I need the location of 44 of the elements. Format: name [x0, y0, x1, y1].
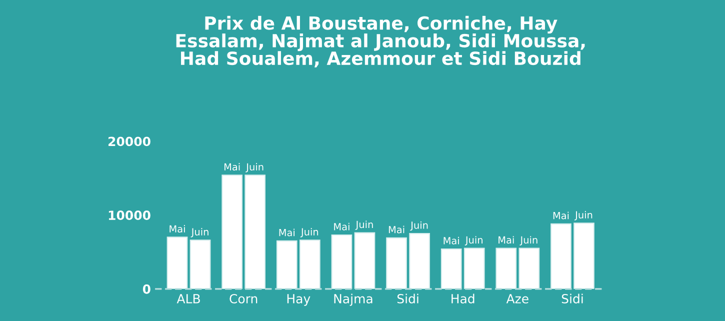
x-tick-label: Had — [452, 294, 474, 304]
text: Mai — [388, 226, 404, 234]
bar — [299, 240, 320, 289]
text: Juin — [410, 221, 428, 231]
x-tick-label: ALB — [176, 294, 200, 304]
text: Mai — [334, 222, 350, 230]
text: Mai — [498, 236, 514, 244]
text: Juin — [300, 228, 318, 238]
series-label: Juin — [190, 228, 208, 238]
y-tick-label: 0 — [142, 284, 150, 294]
text: Mai — [224, 163, 240, 171]
chart-title: Prix de Al Boustane, Corniche, Hay Essalam, Najmat al Janoub, Sidi Moussa, Had Soualem, Azemmour et Sidi Bouzid — [176, 16, 585, 68]
text: Mai — [279, 228, 294, 236]
x-tick-label: Hay — [287, 294, 310, 306]
bar — [331, 234, 352, 289]
text: Juin — [574, 211, 592, 220]
text: Juin — [464, 236, 482, 246]
bar — [222, 174, 242, 289]
text: Mai — [444, 236, 459, 244]
bar — [354, 232, 376, 289]
text: Juin — [355, 220, 373, 230]
series-label: Mai — [170, 225, 185, 233]
bar — [518, 248, 540, 289]
text: Juin — [520, 236, 538, 246]
x-tick-label: Sidi — [562, 294, 583, 304]
bar — [190, 240, 211, 289]
bar — [276, 240, 298, 289]
text: Mai — [553, 212, 569, 220]
x-tick-label: Aze — [506, 294, 528, 304]
bar — [574, 222, 594, 289]
y-tick-label: 20000 — [108, 136, 150, 146]
bar — [409, 232, 430, 289]
x-tick-label: Najma — [334, 294, 372, 306]
text: Juin — [246, 163, 264, 172]
y-tick-label: 10000 — [108, 210, 150, 220]
bar — [244, 174, 266, 289]
x-tick-label: Sidi — [397, 294, 418, 304]
bar — [166, 236, 188, 289]
bar — [440, 248, 462, 289]
bar — [496, 248, 517, 289]
bar — [550, 223, 572, 289]
bar — [464, 248, 485, 289]
bar — [386, 237, 407, 289]
x-tick-label: Corn — [230, 294, 258, 304]
